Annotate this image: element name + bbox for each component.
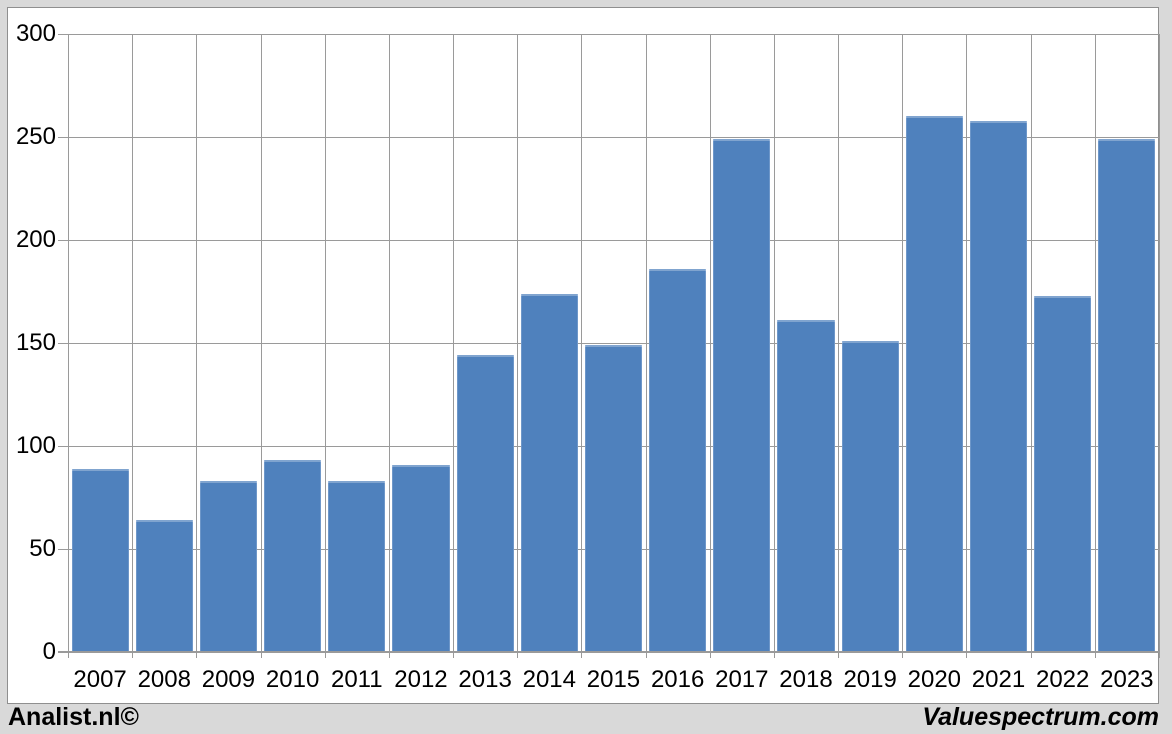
bar-2019 [841,340,899,652]
bar-cell-2014 [517,34,581,652]
y-axis-labels: 0 50 100 150 200 250 300 [8,20,56,665]
x-axis-line [58,651,1159,652]
y-tick-label-250: 250 [15,123,56,150]
gridline-x-6 [453,34,455,658]
bar-cell-2015 [581,34,645,652]
gridline-x-3 [260,34,262,658]
gridline-y-200 [58,240,1159,241]
bar-2007 [71,468,129,652]
gridline-x-2 [196,34,198,658]
gridline-y-250 [58,137,1159,138]
bar-cell-2019 [838,34,902,652]
gridline-x-17 [1159,34,1160,658]
bar-2009 [199,481,257,652]
gridline-x-13 [902,34,904,658]
gridline-x-7 [517,34,519,658]
bar-cell-2008 [132,34,196,652]
bar-cell-2016 [646,34,710,652]
plot-area [58,34,1160,658]
bar-cell-2018 [774,34,838,652]
footer-bar: Analist.nl© Valuespectrum.com [0,703,1172,734]
bar-2021 [969,120,1028,652]
y-tick-label-50: 50 [29,535,56,562]
bar-cell-2010 [261,34,325,652]
bar-2015 [584,345,643,652]
bar-2010 [264,460,322,652]
y-tick-label-300: 300 [15,20,56,47]
bar-2016 [649,268,707,652]
y-tick-label-200: 200 [15,226,56,253]
bar-cell-2012 [389,34,453,652]
x-tick-label-2018: 2018 [779,666,833,693]
bar-2020 [905,116,963,652]
gridline-x-1 [132,34,134,658]
bar-2012 [392,464,450,652]
x-tick-label-2010: 2010 [265,666,320,693]
x-tick-label-2016: 2016 [650,666,705,693]
bar-2017 [713,139,771,652]
gridline-x-16 [1094,34,1096,658]
bar-cell-2021 [966,34,1030,652]
bar-cell-2023 [1095,34,1159,652]
chart-panel: 0 50 100 150 200 250 300 2007 2008 2009 2010 2011 2… [7,7,1160,704]
gridline-x-5 [388,34,390,658]
gridline-x-15 [1030,34,1032,658]
bar-cell-2020 [902,34,966,652]
x-axis-labels: 2007 2008 2009 2010 2011 2012 2013 2014 2015 2016… [68,666,1159,694]
y-tick-label-150: 150 [15,329,56,356]
x-tick-label-2022: 2022 [1035,666,1090,693]
bar-cell-2009 [196,34,260,652]
x-tick-label-2008: 2008 [137,666,191,693]
valuespectrum-brand-text: Valuespectrum.com [922,703,1159,731]
gridline-x-9 [645,34,647,658]
bar-cell-2007 [68,34,132,652]
y-tick-label-100: 100 [15,432,56,459]
gridline-x-8 [581,34,583,658]
bar-2014 [520,293,578,652]
x-tick-label-2014: 2014 [522,666,576,693]
gridline-x-14 [966,34,968,658]
bar-cell-2013 [453,34,517,652]
bar-2011 [328,481,386,652]
x-tick-label-2011: 2011 [330,666,383,693]
gridline-x-4 [324,34,326,658]
x-tick-label-2019: 2019 [843,666,897,693]
gridline-x-10 [709,34,711,658]
x-tick-label-2017: 2017 [715,666,769,693]
bar-2018 [777,320,835,652]
x-tick-label-2021: 2021 [971,666,1026,693]
gridline-y-150 [58,343,1159,344]
x-tick-label-2012: 2012 [394,666,448,693]
bar-2022 [1034,295,1092,652]
bar-2023 [1098,139,1156,652]
gridline-y-0 [58,652,1159,653]
gridline-y-300 [58,34,1159,35]
bar-cell-2011 [325,34,389,652]
gridline-x-12 [838,34,840,658]
x-tick-label-2009: 2009 [201,666,256,693]
bar-series [68,34,1159,652]
bar-cell-2022 [1031,34,1095,652]
x-tick-label-2013: 2013 [458,666,512,693]
y-axis-line [68,34,69,658]
x-tick-label-2023: 2023 [1100,666,1154,693]
x-tick-label-2007: 2007 [73,666,127,693]
gridline-x-11 [773,34,775,658]
x-tick-label-2015: 2015 [586,666,641,693]
bar-cell-2017 [710,34,774,652]
bar-2008 [135,520,193,652]
bar-2013 [456,355,514,652]
y-tick-label-0: 0 [42,638,56,665]
x-tick-label-2020: 2020 [907,666,962,693]
analist-brand-text: Analist.nl© [8,703,139,731]
